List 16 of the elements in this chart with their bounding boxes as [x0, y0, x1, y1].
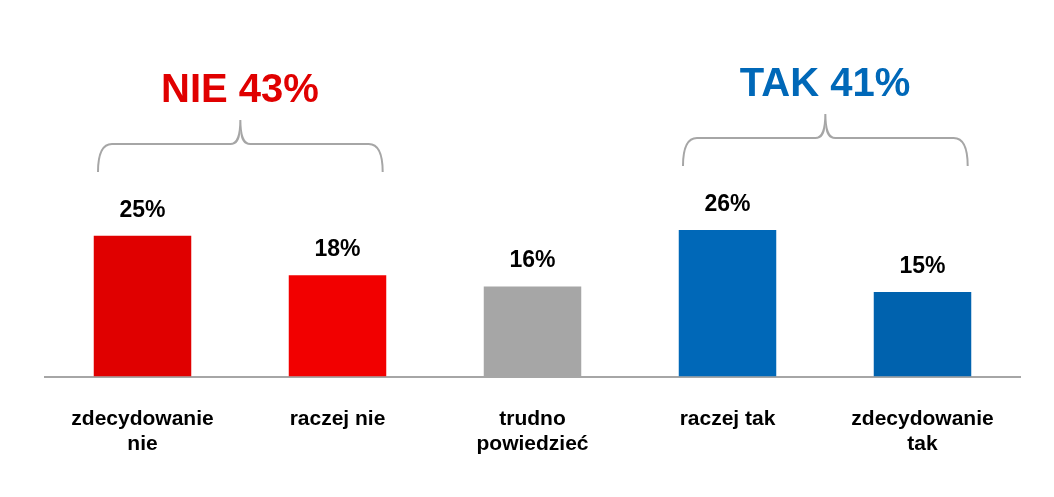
text: NIE 43%: [161, 65, 319, 110]
data-label: 16%: [509, 246, 556, 273]
bar: [678, 230, 777, 377]
data-label: 15%: [899, 251, 946, 278]
x-tick-label: zdecydowanie tak: [851, 406, 994, 455]
data-label: 25%: [119, 195, 166, 222]
bar: [93, 235, 192, 377]
x-tick-label: raczej nie: [289, 406, 386, 429]
x-tick-label: trudno powiedzieć: [476, 406, 589, 455]
x-tick-label: zdecydowanie nie: [71, 406, 214, 455]
data-label: 18%: [314, 235, 361, 261]
x-tick-label: raczej tak: [679, 406, 776, 429]
bar: [288, 275, 387, 377]
data-label: 26%: [704, 189, 751, 216]
text: TAK 41%: [739, 60, 911, 105]
bar: [873, 292, 972, 377]
